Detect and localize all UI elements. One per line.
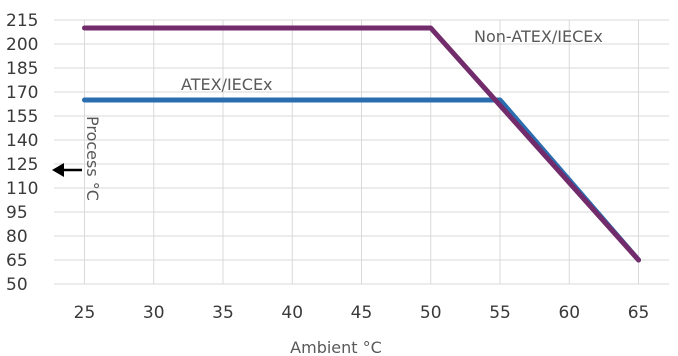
y-axis-ticks: 50 65 80 95 110 125 140 155 170 185 200 215	[6, 11, 38, 295]
x-tick-label: 60	[558, 303, 580, 323]
y-tick-label: 80	[6, 227, 28, 247]
y-tick-label: 65	[6, 251, 28, 271]
x-tick-label: 30	[143, 303, 165, 323]
series-label-atex: ATEX/IECEx	[181, 75, 273, 94]
grid	[54, 19, 669, 285]
y-tick-label: 140	[6, 131, 38, 151]
y-tick-label: 200	[6, 35, 38, 55]
x-tick-label: 25	[74, 303, 96, 323]
y-tick-label: 155	[6, 107, 38, 127]
series-layer	[81, 25, 642, 263]
x-tick-label: 35	[212, 303, 234, 323]
y-tick-label: 170	[6, 83, 38, 103]
y-tick-label: 125	[6, 155, 38, 175]
y-tick-label: 215	[6, 11, 38, 31]
y-tick-label: 185	[6, 59, 38, 79]
x-tick-label: 65	[628, 303, 650, 323]
left-arrow-icon	[52, 163, 82, 177]
x-tick-label: 45	[351, 303, 373, 323]
x-tick-label: 40	[281, 303, 303, 323]
x-tick-label: 50	[420, 303, 442, 323]
y-tick-label: 95	[6, 203, 28, 223]
x-tick-label: 55	[489, 303, 511, 323]
series-label-non-atex: Non-ATEX/IECEx	[474, 27, 603, 46]
x-axis-ticks: 25 30 35 40 45 50 55 60 65	[74, 303, 650, 323]
y-tick-label: 50	[6, 275, 28, 295]
y-axis-title: Process °C	[83, 116, 102, 201]
x-axis-title: Ambient °C	[290, 338, 382, 356]
series-line-non-atex-iecex	[81, 25, 642, 263]
y-tick-label: 110	[6, 179, 38, 199]
